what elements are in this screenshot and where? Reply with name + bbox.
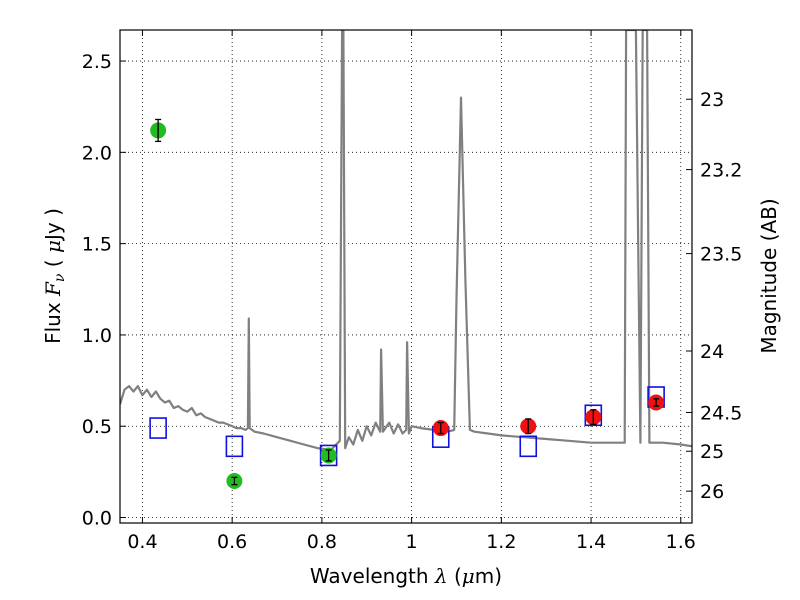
y-axis-title: Flux Fν ( μJy )	[41, 208, 68, 344]
y2-tick-label: 25	[700, 441, 724, 463]
x-axis-lambda: λ	[434, 564, 448, 588]
x-axis-unit-end: m)	[475, 564, 502, 588]
model-flux-square	[225, 435, 244, 458]
y2-tick-label: 24.5	[700, 402, 742, 424]
y-axis-nu: ν	[52, 273, 68, 282]
x-tick-label: 0.6	[217, 531, 247, 553]
y2-tick-label: 23	[700, 89, 724, 111]
plot-frame	[119, 29, 693, 524]
y-tick-label: 2.0	[82, 142, 112, 164]
y-axis-unit: Jy )	[41, 208, 65, 242]
grid	[120, 30, 692, 523]
x-tick-label: 0.4	[127, 531, 157, 553]
model-flux-square	[519, 435, 538, 458]
x-tick-label: 1	[406, 531, 418, 553]
y-axis-f: F	[41, 281, 65, 297]
y2-tick-label: 24	[700, 341, 724, 363]
y-axis-mu: μ	[41, 240, 65, 253]
y2-tick-label: 23.2	[700, 160, 742, 182]
x-axis-unit: (	[448, 564, 462, 588]
y2-axis-title: Magnitude (AB)	[757, 198, 781, 353]
y-axis-paren: (	[41, 253, 65, 274]
model-flux-square	[149, 417, 167, 439]
x-axis-title-text: Wavelength	[310, 564, 435, 588]
y2-tick-label: 26	[700, 481, 724, 503]
plot-area	[120, 30, 692, 490]
x-axis-title: Wavelength λ (μm)	[310, 564, 502, 588]
y-tick-label: 2.5	[82, 51, 112, 73]
y-tick-label: 1.5	[82, 234, 112, 256]
x-tick-label: 0.8	[307, 531, 337, 553]
y-tick-label: 0.5	[82, 416, 112, 438]
x-tick-label: 1.2	[486, 531, 516, 553]
x-axis-mu: μ	[462, 564, 475, 588]
y2-tick-label: 23.5	[700, 244, 742, 266]
model-flux-square	[584, 404, 603, 427]
y-axis-title-text: Flux	[41, 296, 65, 344]
y-tick-label: 0.0	[82, 508, 112, 530]
axis-ticks: 0.4 0.6 0.8 1 1.2 1.4 1.6 0.0 0.5 1.0 1.5 2.0 2.5 23 2…	[82, 30, 742, 553]
plot-background	[120, 30, 692, 523]
x-tick-label: 1.6	[666, 531, 696, 553]
x-tick-label: 1.4	[576, 531, 606, 553]
y-tick-label: 1.0	[82, 325, 112, 347]
template-spectrum-line	[120, 30, 692, 452]
